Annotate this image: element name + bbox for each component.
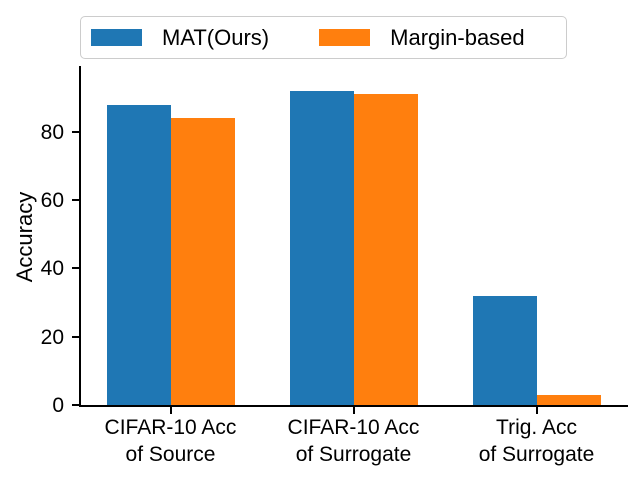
- bar-mat-ours--2: [472, 295, 537, 405]
- y-tick-mark: [72, 404, 79, 406]
- y-tick-label: 60: [40, 189, 64, 213]
- x-axis-line: [79, 405, 628, 407]
- y-tick-mark: [72, 335, 79, 338]
- x-tick-label-line: of Surrogate: [478, 443, 595, 466]
- legend-item-margin-based: Margin-based: [319, 24, 525, 50]
- y-tick-mark: [72, 199, 79, 202]
- bar-mat-ours--1: [289, 90, 354, 405]
- legend-label-margin-based: Margin-based: [390, 24, 525, 50]
- legend-swatch-blue: [91, 29, 142, 46]
- y-tick-label: 0: [52, 394, 64, 417]
- bar-margin-based-2: [536, 394, 601, 405]
- x-tick-label: CIFAR-10 Acc of Surrogate: [239, 414, 469, 468]
- y-tick-label: 80: [40, 120, 64, 144]
- x-tick-label-line: CIFAR-10 Acc: [287, 416, 420, 439]
- x-tick-label: CIFAR-10 Acc of Source: [56, 414, 286, 468]
- x-tick-mark: [352, 407, 355, 414]
- x-tick-mark: [169, 407, 172, 414]
- y-tick-label: 20: [40, 325, 64, 349]
- y-axis-line: [79, 66, 81, 407]
- legend-swatch-orange: [319, 29, 371, 46]
- x-tick-label: Trig. Acc of Surrogate: [422, 414, 640, 468]
- x-tick-label-line: CIFAR-10 Acc: [104, 416, 237, 439]
- legend-label-mat-ours: MAT(Ours): [162, 24, 270, 50]
- x-tick-mark: [535, 407, 538, 414]
- x-tick-label-line: Trig. Acc: [496, 416, 577, 439]
- legend-item-mat-ours: MAT(Ours): [91, 24, 270, 50]
- x-tick-label-line: of Surrogate: [295, 443, 412, 466]
- bar-mat-ours--0: [106, 104, 171, 405]
- y-tick-mark: [72, 267, 79, 270]
- y-axis-label: Accuracy: [12, 191, 37, 283]
- x-tick-label-line: of Source: [125, 443, 216, 466]
- chart-legend: MAT(Ours) Margin-based: [80, 16, 567, 59]
- bar-margin-based-1: [353, 94, 418, 405]
- y-tick-label: 40: [40, 257, 64, 281]
- bar-margin-based-0: [170, 118, 235, 405]
- y-tick-mark: [72, 130, 79, 133]
